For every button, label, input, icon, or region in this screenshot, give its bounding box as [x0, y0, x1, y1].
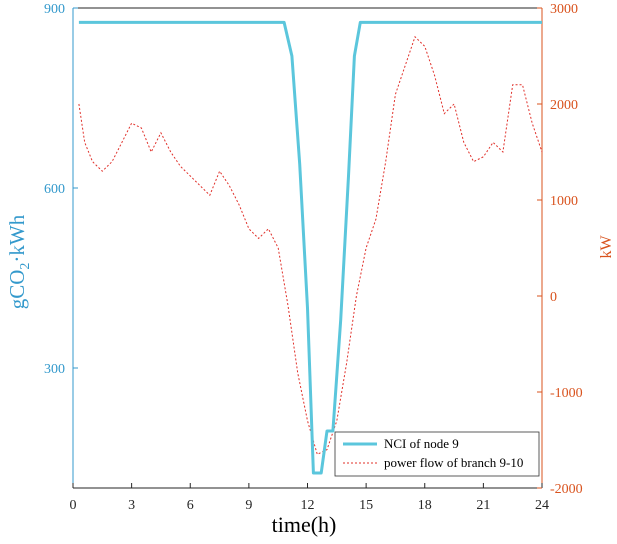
x-tick-label: 15 [359, 498, 373, 513]
y-left-tick-label: 900 [44, 2, 65, 17]
x-tick-label: 0 [70, 498, 77, 513]
y-right-tick-label: 0 [550, 290, 557, 305]
y-right-tick-label: 1000 [550, 194, 578, 209]
x-axis-title: time(h) [272, 512, 337, 537]
series-power-flow-line [78, 35, 543, 456]
y-left-tick-label: 600 [44, 182, 65, 197]
legend: NCI of node 9 power flow of branch 9-10 [334, 431, 540, 477]
y-left-axis-title: gCO2·kWh [5, 214, 33, 309]
x-tick-label: 6 [187, 498, 194, 513]
x-tick-label: 3 [128, 498, 135, 513]
legend-box [334, 431, 540, 477]
y-right-axis-title: kW [598, 235, 615, 259]
y-right-tick-label: -2000 [550, 482, 583, 497]
legend-label-power: power flow of branch 9-10 [384, 455, 523, 470]
x-tick-label: 12 [301, 498, 315, 513]
x-tick-label: 18 [418, 498, 432, 513]
legend-label-nci: NCI of node 9 [384, 436, 459, 451]
y-right-tick-label: -1000 [550, 386, 583, 401]
y-left-tick-label: 300 [44, 362, 65, 377]
x-tick-label: 24 [535, 498, 549, 513]
y-right-tick-label: 2000 [550, 98, 578, 113]
series-nci-line [78, 20, 542, 475]
y-right-tick-label: 3000 [550, 2, 578, 17]
x-tick-label: 21 [476, 498, 490, 513]
x-tick-label: 9 [245, 498, 252, 513]
